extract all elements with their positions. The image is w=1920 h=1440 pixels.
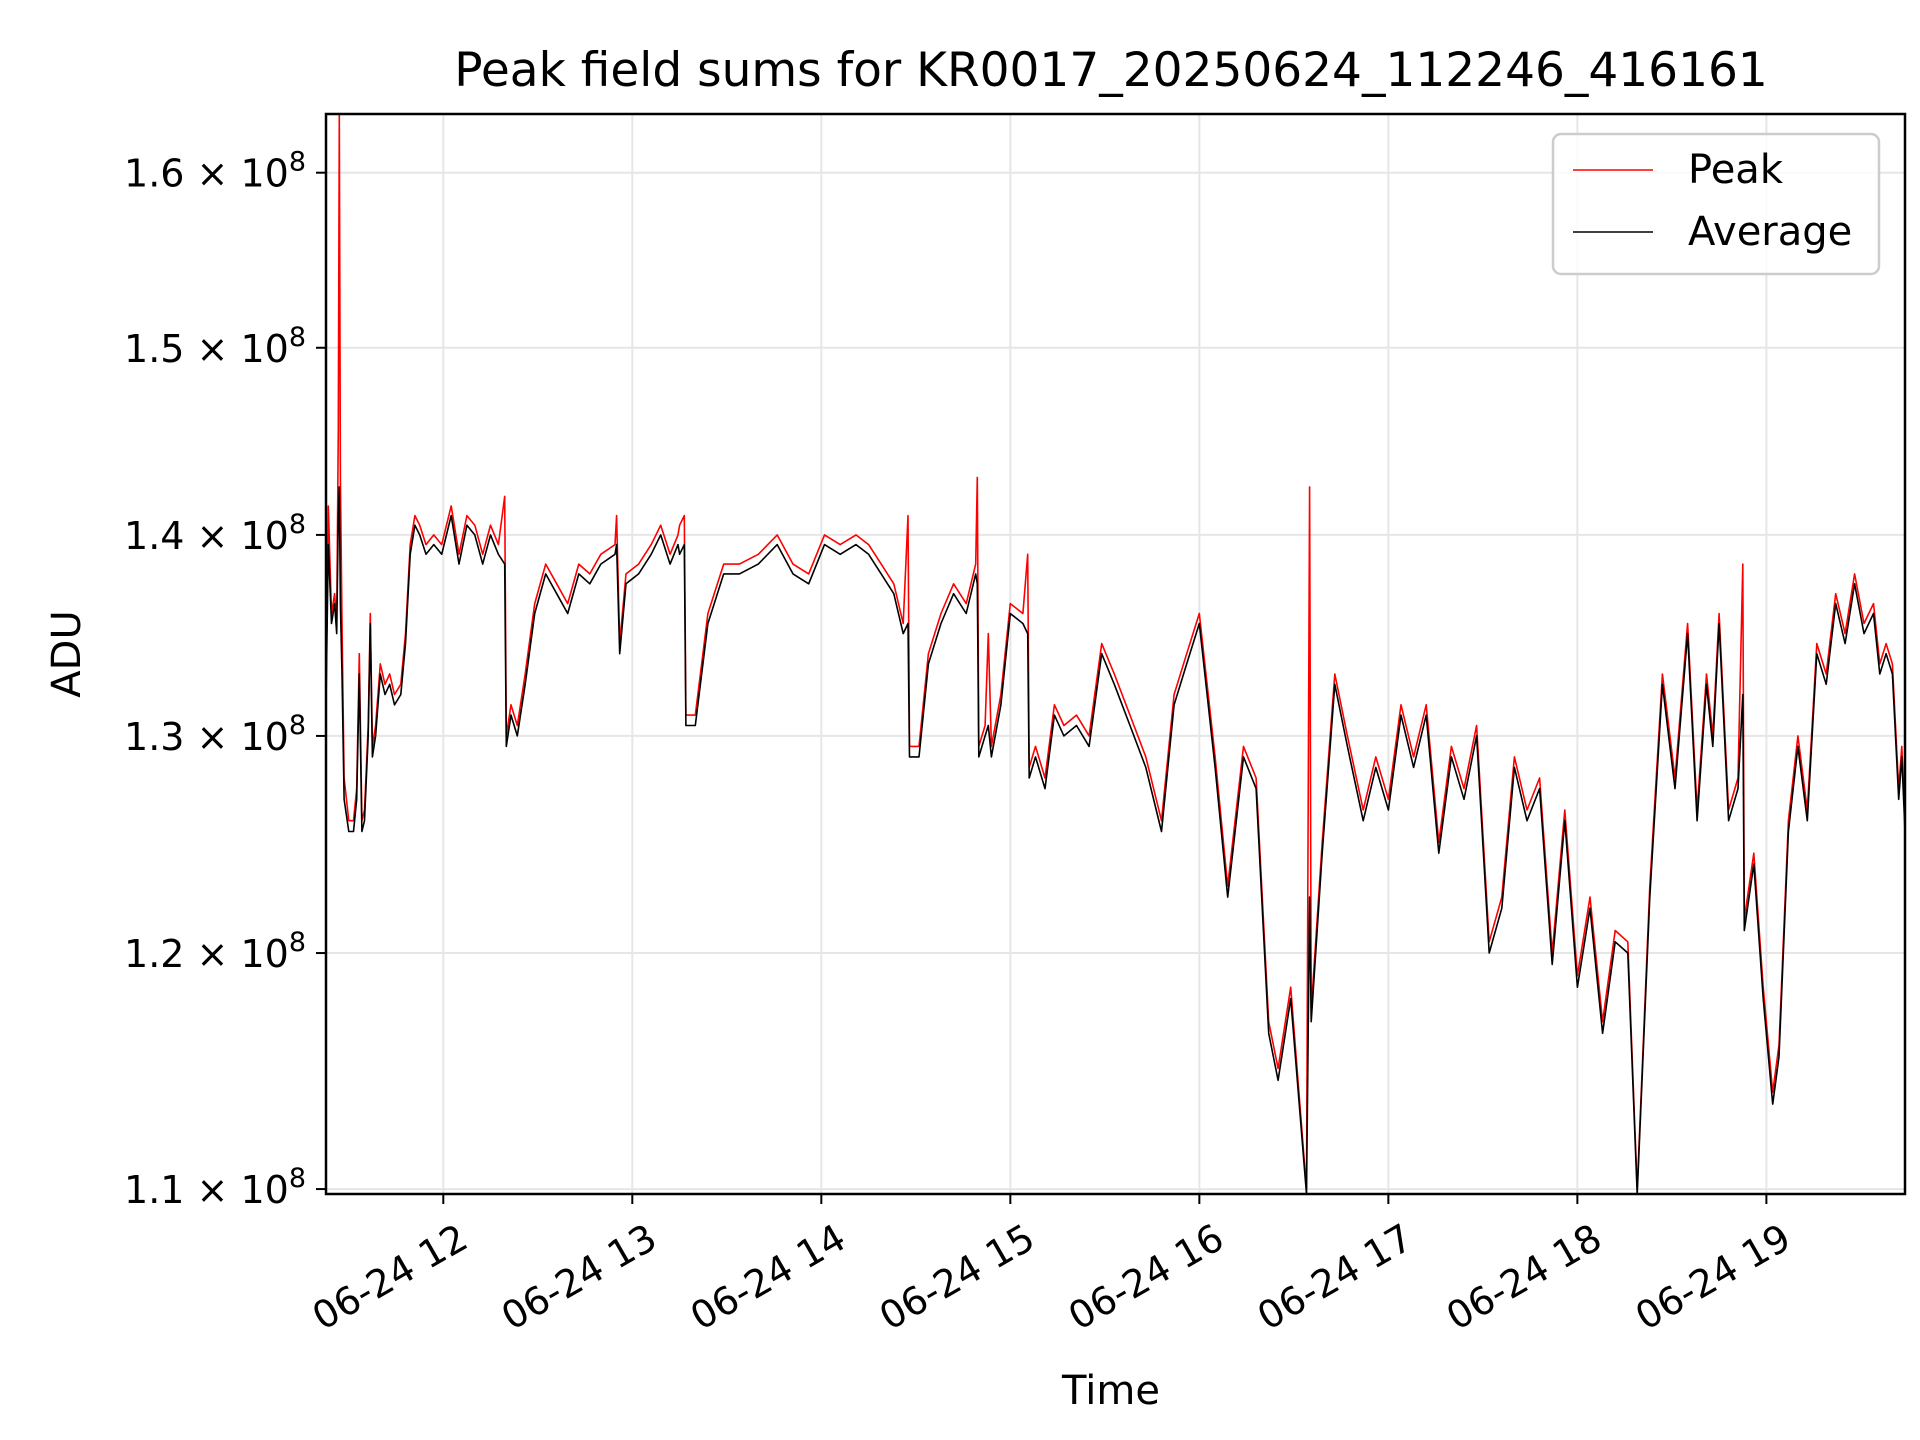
- y-tick-label: 1.6 × 108: [124, 147, 306, 196]
- legend-label-peak: Peak: [1688, 147, 1784, 193]
- y-tick-label: 1.3 × 108: [124, 710, 306, 759]
- series-line-average: [325, 486, 1906, 1195]
- y-axis-label: ADU: [44, 610, 90, 697]
- y-tick-label: 1.2 × 108: [124, 927, 306, 976]
- series-line-peak: [325, 113, 1906, 1190]
- series-layer: [325, 113, 1906, 1195]
- grid: [326, 114, 1905, 1194]
- y-tick-label: 1.4 × 108: [124, 509, 306, 558]
- legend-label-average: Average: [1688, 209, 1852, 255]
- y-tick-label: 1.1 × 108: [124, 1163, 306, 1212]
- x-axis-label: Time: [1061, 1368, 1160, 1414]
- plot-frame: [324, 112, 1907, 1196]
- y-tick-label: 1.5 × 108: [124, 322, 306, 371]
- legend-box: [1551, 132, 1881, 276]
- legend: Peak Average: [1551, 132, 1881, 276]
- chart-title: Peak field sums for KR0017_20250624_1122…: [454, 43, 1768, 98]
